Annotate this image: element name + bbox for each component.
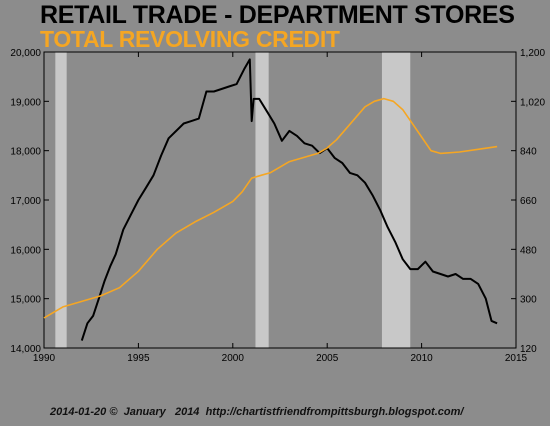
footer-year: 2014 [174,406,200,418]
department-stores-line [80,58,498,341]
series-lines [43,58,498,341]
axis-ticks: 1990 1995 2000 2005 2010 2015 14,000 15,000 16,0… [10,48,545,364]
x-tick-label: 2005 [316,353,339,364]
x-tick-label: 2010 [410,353,433,364]
plot-area [43,51,517,349]
recession-bands [55,52,411,348]
right-tick-label: 480 [520,245,537,256]
right-tick-label: 120 [520,344,537,355]
left-tick-label: 17,000 [10,196,41,207]
footer-month: January [123,406,166,418]
left-tick-label: 15,000 [10,295,41,306]
right-tick-label: 1,020 [520,97,545,108]
left-tick-label: 20,000 [10,48,41,59]
x-tick-label: 2000 [222,353,245,364]
right-tick-label: 840 [520,147,537,158]
footer-url[interactable]: http://chartistfriendfrompittsburgh.blog… [205,406,464,418]
left-tick-label: 18,000 [10,147,41,158]
footer-date: 2014-01-20 [50,406,107,418]
footer: 2014-01-20 © January 2014 http://chartis… [50,406,463,418]
left-tick-label: 19,000 [10,97,41,108]
x-tick-label: 2015 [505,353,528,364]
chart-title: RETAIL TRADE - DEPARTMENT STORES [40,1,515,29]
recession-band-0 [55,52,67,348]
recession-band-2 [381,52,411,348]
x-tick-label: 1990 [33,353,56,364]
recession-band-1 [255,52,269,348]
right-tick-label: 300 [520,295,537,306]
copyright-icon: © [109,406,118,418]
left-tick-label: 14,000 [10,344,41,355]
right-tick-label: 660 [520,196,537,207]
chart-subtitle: TOTAL REVOLVING CREDIT [40,26,340,52]
right-tick-label: 1,200 [520,48,545,59]
left-tick-label: 16,000 [10,245,41,256]
revolving-credit-line [43,97,498,319]
x-tick-label: 1995 [127,353,150,364]
